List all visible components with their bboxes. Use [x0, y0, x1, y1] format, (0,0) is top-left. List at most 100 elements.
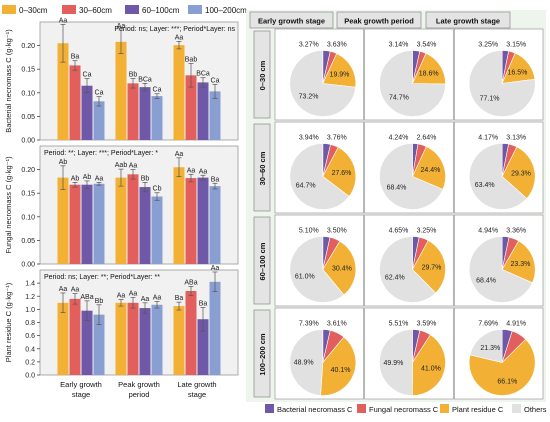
- significance-annotation: Period: ns; Layer: **; Period*Layer: **: [44, 274, 160, 281]
- bar: [209, 281, 221, 375]
- y-axis-label: Bacterial necromass C (g·kg⁻¹): [4, 29, 13, 133]
- bar: [93, 314, 105, 375]
- significance-letter: Ab: [59, 159, 68, 166]
- bar: [139, 187, 151, 264]
- bar: [81, 184, 93, 264]
- bar: [185, 75, 197, 140]
- significance-letter: Bb: [129, 72, 138, 79]
- y-axis-label: Plant residue C (g·kg⁻¹): [4, 282, 13, 362]
- pie-percent-label: 49.9%: [383, 360, 403, 367]
- y-tick-label: 0.4: [25, 346, 35, 353]
- bar: [139, 308, 151, 375]
- row-header-box: [253, 30, 271, 119]
- y-tick-label: 0.15: [21, 67, 35, 74]
- pie-percent-label: 66.1%: [497, 378, 517, 385]
- pie-slice: [322, 53, 357, 88]
- row-header-box: [253, 216, 271, 305]
- pie-percent-label: 5.51%: [389, 321, 409, 328]
- pie-percent-label: 4.65%: [389, 228, 409, 235]
- bar: [185, 178, 197, 264]
- y-tick-label: 0.05: [21, 114, 35, 121]
- pie-slice: [289, 50, 356, 117]
- pie-percent-label: 3.36%: [506, 228, 526, 235]
- pie-percent-label: 4.17%: [478, 135, 498, 142]
- pie-slice: [322, 146, 357, 197]
- pie-percent-label: 3.59%: [417, 321, 437, 328]
- y-tick-label: 0.2: [25, 359, 35, 366]
- pie-percent-label: 18.6%: [419, 71, 439, 78]
- bar: [115, 302, 127, 375]
- legend-label: 100–200cm: [205, 6, 247, 15]
- bar: [57, 43, 69, 140]
- pie-percent-label: 4.91%: [506, 321, 526, 328]
- significance-letter: Ca: [95, 90, 104, 97]
- pie-legend: Bacterial necromass C Fungal necromass C P…: [265, 404, 547, 414]
- legend-swatch: [265, 404, 274, 413]
- x-tick-label: stage: [188, 390, 206, 399]
- bar: [57, 177, 69, 264]
- significance-letter: Aa: [199, 168, 208, 175]
- pie-percent-label: 7.39%: [299, 321, 319, 328]
- bar-chart-panel-3: 0.0 0.2 0.4 0.6 0.8 1.0 1.2 1.4 Plant residue C …: [4, 265, 239, 380]
- y-axis-label: Fungal necromass C (g·kg⁻¹): [4, 156, 13, 254]
- pie-percent-label: 19.9%: [330, 72, 350, 79]
- x-tick-label: period: [129, 390, 150, 399]
- pie-slice: [379, 50, 446, 117]
- pie-slice: [289, 236, 345, 303]
- significance-letter: ABa: [80, 294, 93, 301]
- significance-letter: Aa: [95, 175, 104, 182]
- pie-percent-label: 3.63%: [327, 42, 347, 49]
- pie-percent-label: 3.14%: [389, 42, 409, 49]
- y-tick-label: 1.4: [25, 281, 35, 288]
- bar: [69, 184, 81, 264]
- pie-percent-label: 48.9%: [294, 359, 314, 366]
- significance-letter: Aa: [129, 291, 138, 298]
- significance-letter: Aa: [175, 34, 184, 41]
- pie-percent-label: 21.3%: [480, 345, 500, 352]
- y-tick-label: 0.6: [25, 333, 35, 340]
- pie-percent-label: 3.25%: [478, 42, 498, 49]
- pie-percent-label: 3.94%: [299, 135, 319, 142]
- legend-swatch: [440, 404, 449, 413]
- pie-percent-label: 29.3%: [511, 170, 531, 177]
- bar: [151, 304, 163, 375]
- legend-label: Fungal necromass C: [369, 405, 439, 414]
- significance-letter: Bb: [141, 175, 150, 182]
- significance-letter: Cb: [153, 186, 162, 193]
- pie-slice: [468, 143, 528, 210]
- y-tick-label: 0.00: [21, 138, 35, 145]
- legend-label: 60–100cm: [142, 6, 180, 15]
- legend-label: 0–30cm: [19, 6, 48, 15]
- pie-percent-label: 2.64%: [417, 135, 437, 142]
- bar: [209, 91, 221, 140]
- bar: [69, 298, 81, 375]
- pie-percent-label: 64.7%: [296, 183, 316, 190]
- pie-slice: [320, 336, 357, 396]
- pie-percent-label: 16.5%: [507, 69, 527, 76]
- bar-charts-column: 0.00 0.05 0.10 0.15 0.20 Bacterial necromass …: [2, 5, 247, 399]
- y-tick-label: 0.15: [21, 191, 35, 198]
- row-header-box: [253, 309, 271, 398]
- pie-percent-label: 73.2%: [299, 94, 319, 101]
- bar: [115, 41, 127, 140]
- row-header: 100–200 cm: [258, 333, 267, 375]
- legend-swatch: [188, 5, 202, 14]
- pie-slice: [412, 240, 446, 294]
- pie-percent-label: 41.0%: [421, 366, 441, 373]
- pie-percent-label: 29.7%: [422, 264, 442, 271]
- significance-letter: Aa: [59, 286, 68, 293]
- column-header: Peak growth period: [344, 17, 414, 26]
- significance-letter: BCa: [138, 76, 152, 83]
- pie-slice: [501, 240, 536, 284]
- pie-percent-label: 63.4%: [475, 182, 495, 189]
- bar: [81, 85, 93, 140]
- y-tick-label: 0.8: [25, 320, 35, 327]
- pie-slice: [468, 338, 536, 396]
- y-tick-label: 0.10: [21, 90, 35, 97]
- y-tick-label: 0.10: [21, 214, 35, 221]
- pie-chart-grid: Early growth stage Peak growth period Late…: [246, 10, 547, 414]
- significance-letter: Ba: [199, 300, 208, 307]
- significance-letter: Ba: [175, 295, 184, 302]
- significance-letter: Ca: [83, 72, 92, 79]
